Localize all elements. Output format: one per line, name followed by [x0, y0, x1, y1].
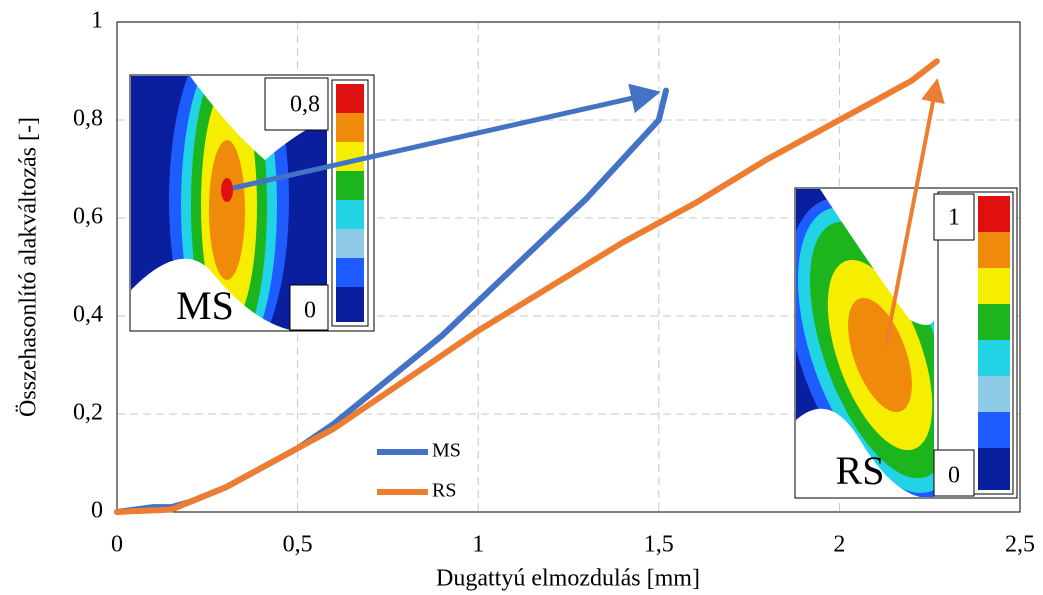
y-axis-title: Összehasonlító alakváltozás [-] — [16, 117, 42, 417]
inset-label: RS — [836, 448, 885, 493]
ms-inset — [130, 30, 374, 370]
inset-min-label: 0 — [948, 463, 960, 489]
x-tick-label: 0 — [111, 532, 123, 558]
legend: MS RS — [377, 440, 461, 502]
x-tick-label: 0,5 — [283, 532, 313, 558]
x-tick-label: 2 — [833, 532, 845, 558]
y-tick-label: 0,8 — [73, 106, 103, 132]
inset-max-label: 0,8 — [290, 92, 320, 118]
x-tick-label: 1 — [472, 532, 484, 558]
x-axis-title: Dugattyú elmozdulás [mm] — [436, 566, 700, 592]
x-tick-label: 1,5 — [644, 532, 674, 558]
inset-max-label: 1 — [948, 205, 960, 231]
legend-label: MS — [432, 440, 461, 462]
inset-min-label: 0 — [304, 298, 316, 324]
y-tick-label: 0,4 — [73, 302, 103, 328]
inset-label: MS — [176, 283, 234, 328]
y-tick-label: 0,2 — [73, 400, 103, 426]
x-tick-label: 2,5 — [1005, 532, 1035, 558]
y-tick-label: 1 — [91, 8, 103, 34]
y-tick-label: 0,6 — [73, 204, 103, 230]
legend-label: RS — [432, 480, 456, 502]
chart: 0,8 0 MS 1 0 RS Össze — [0, 0, 1043, 595]
y-tick-label: 0 — [91, 498, 103, 524]
